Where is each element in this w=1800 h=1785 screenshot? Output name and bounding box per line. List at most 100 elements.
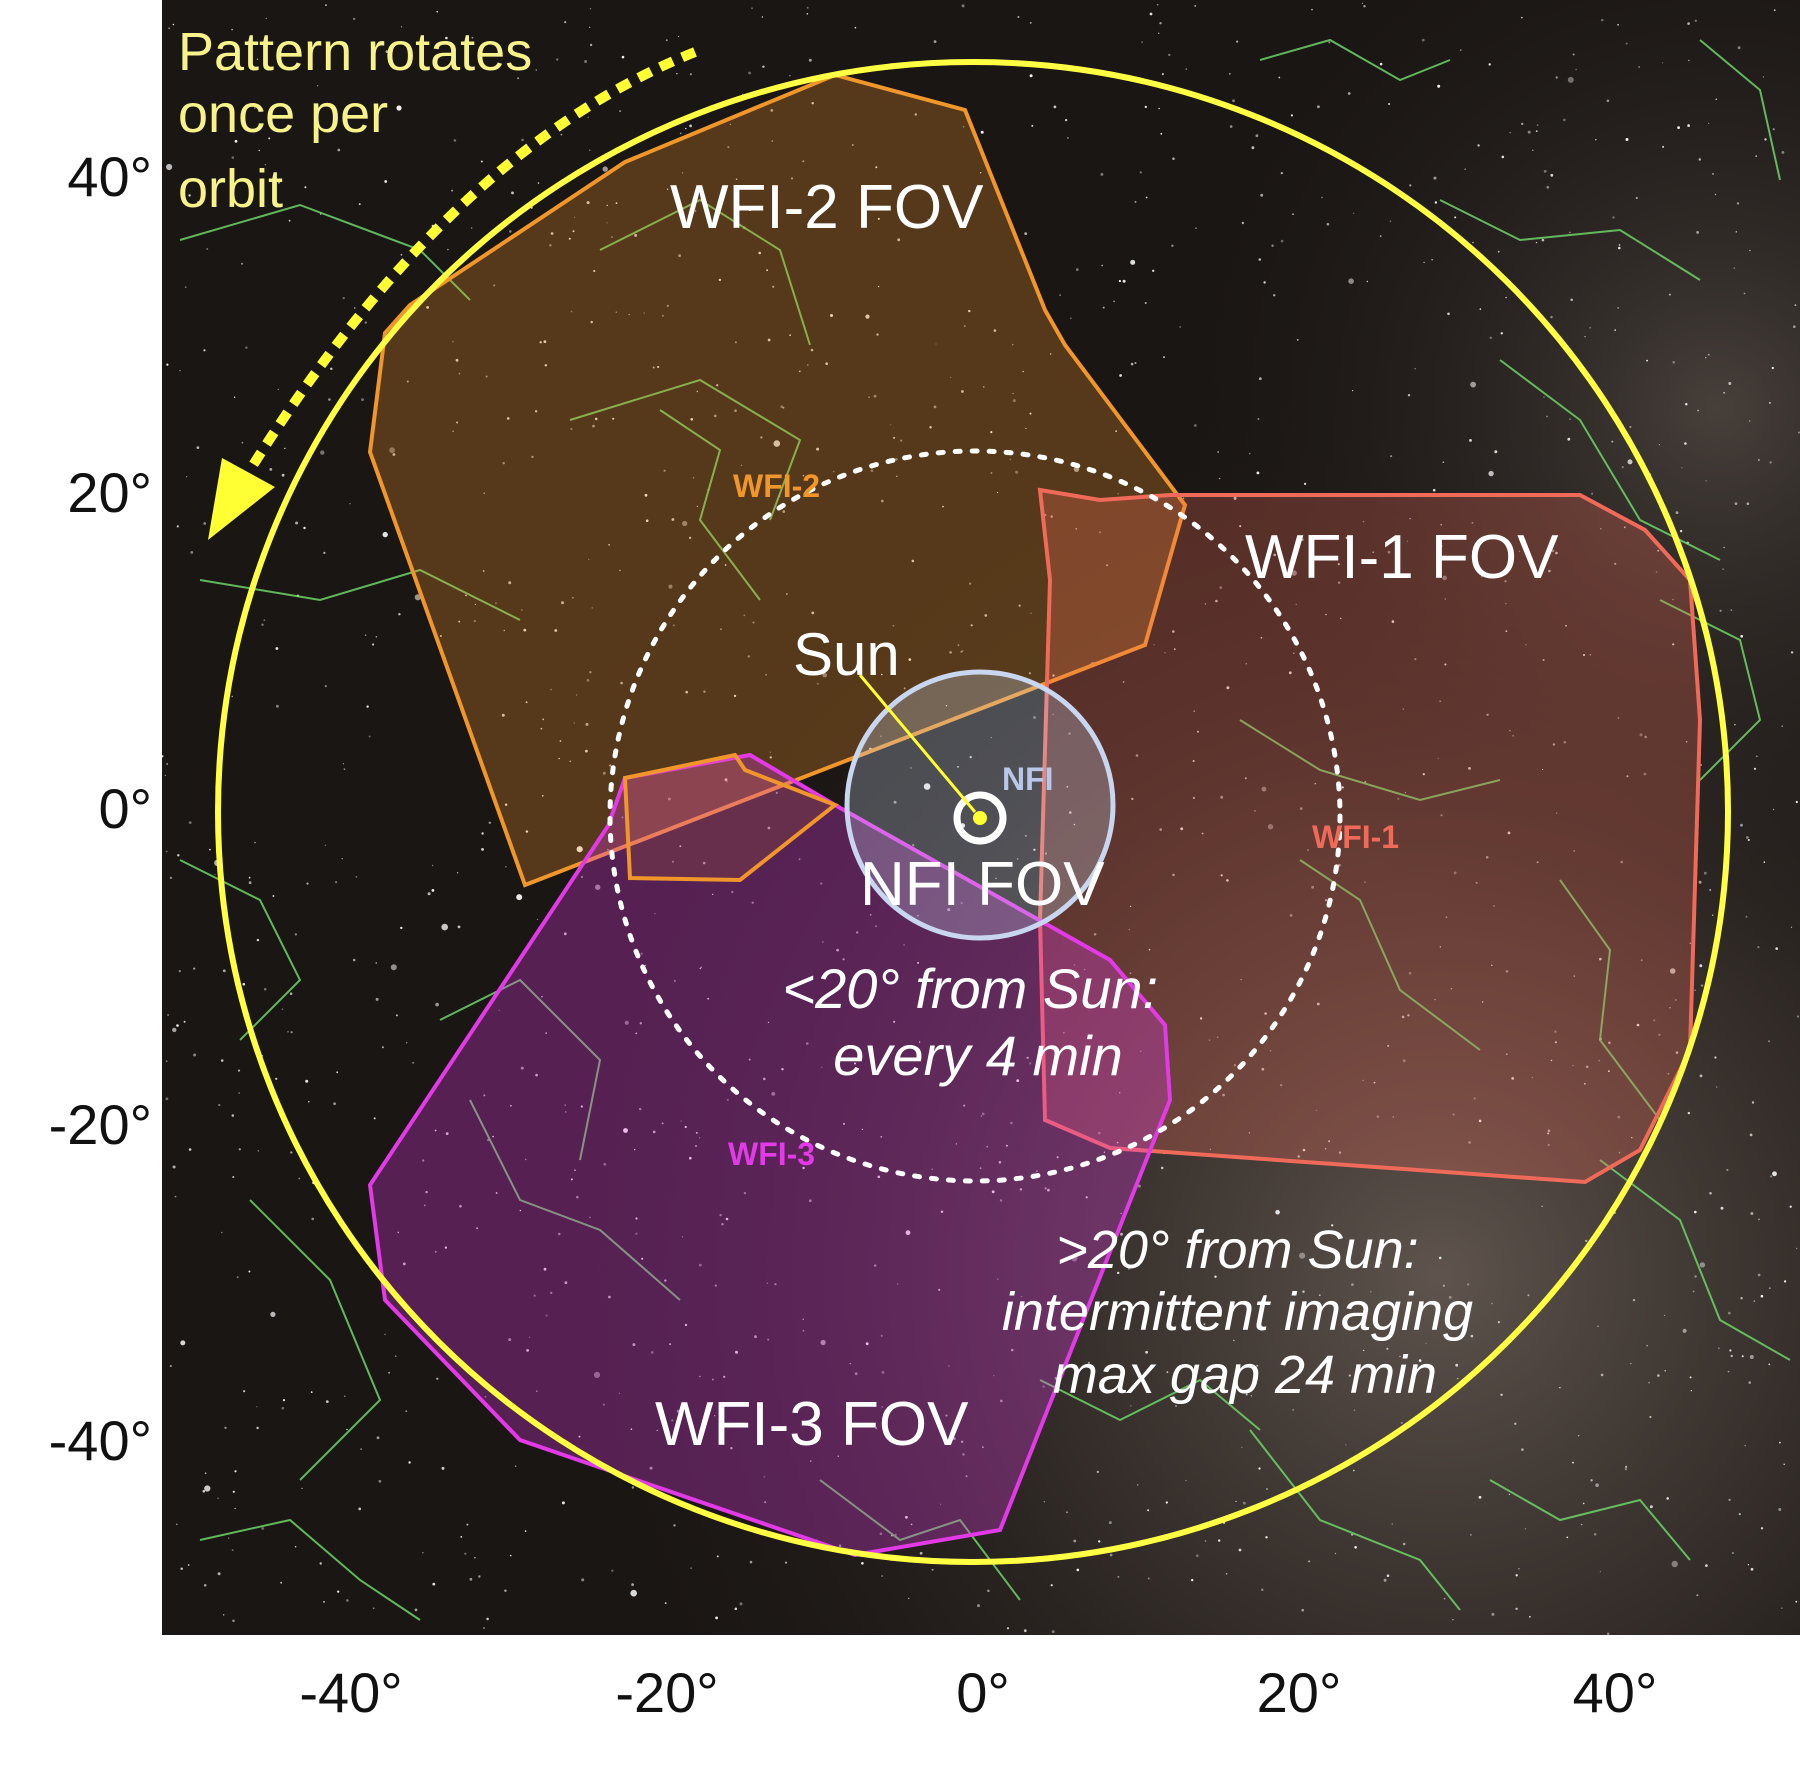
star	[550, 232, 554, 235]
star	[960, 650, 963, 653]
star	[1145, 1350, 1148, 1354]
star	[654, 913, 656, 915]
star	[166, 363, 169, 366]
star	[1443, 1597, 1446, 1600]
star	[1236, 40, 1239, 43]
star	[1197, 730, 1199, 733]
star	[1507, 831, 1511, 835]
star	[172, 23, 175, 26]
star	[871, 1055, 874, 1058]
star	[751, 7, 753, 10]
star	[1087, 1361, 1090, 1364]
star	[621, 816, 624, 819]
star	[1703, 871, 1707, 875]
star	[1101, 264, 1104, 267]
star	[358, 1507, 362, 1511]
star	[375, 997, 379, 1001]
star	[1758, 459, 1760, 461]
star	[1147, 1577, 1150, 1580]
star	[545, 1314, 548, 1317]
star	[1214, 1301, 1217, 1304]
star	[606, 204, 608, 207]
star	[699, 1375, 701, 1378]
star	[771, 1092, 776, 1096]
star	[1172, 157, 1175, 160]
star	[1630, 1362, 1632, 1365]
star	[204, 1485, 211, 1492]
star	[1301, 1608, 1304, 1612]
star	[1341, 786, 1344, 789]
star	[949, 651, 952, 654]
star	[1518, 1568, 1520, 1570]
star	[1547, 1129, 1551, 1132]
star	[234, 1507, 236, 1510]
star	[231, 28, 233, 31]
star	[422, 1552, 424, 1554]
star	[1572, 53, 1575, 56]
star	[1217, 451, 1219, 453]
star	[1591, 492, 1594, 495]
star	[1031, 124, 1034, 127]
star	[998, 1161, 1002, 1164]
star	[542, 718, 545, 721]
star	[1464, 168, 1466, 170]
star	[1050, 1584, 1053, 1587]
star	[298, 1177, 301, 1180]
star	[873, 394, 877, 398]
star	[1302, 1148, 1306, 1152]
star	[1050, 353, 1052, 355]
star	[270, 1311, 276, 1317]
star	[224, 1426, 227, 1429]
star	[1366, 280, 1369, 283]
star	[802, 1318, 804, 1321]
star	[184, 286, 187, 288]
star	[520, 1066, 524, 1070]
star	[1563, 741, 1567, 744]
star	[810, 1460, 812, 1462]
star	[877, 217, 880, 220]
star	[382, 531, 388, 538]
star	[730, 1447, 733, 1450]
star	[1664, 1314, 1666, 1317]
star	[1144, 302, 1147, 304]
star	[689, 1156, 692, 1160]
star	[1020, 1295, 1023, 1298]
star	[254, 841, 256, 844]
star	[763, 1077, 766, 1081]
star	[1136, 1484, 1139, 1486]
star	[1631, 1137, 1633, 1139]
star	[264, 163, 267, 166]
star	[1470, 1334, 1474, 1338]
star	[180, 1340, 186, 1346]
star	[1321, 196, 1323, 199]
star	[1239, 525, 1242, 528]
star	[1163, 356, 1165, 358]
star	[1304, 482, 1307, 485]
star	[1097, 1131, 1101, 1135]
star	[1569, 231, 1571, 234]
star	[328, 398, 331, 401]
star	[735, 1350, 738, 1354]
star	[881, 1575, 883, 1577]
star	[1589, 326, 1592, 329]
star	[640, 952, 643, 955]
star	[880, 673, 883, 676]
star	[231, 1549, 234, 1551]
outer-field-circle	[215, 59, 1731, 1565]
star	[615, 311, 617, 313]
star	[575, 694, 578, 696]
star	[1421, 38, 1425, 42]
star	[1042, 1385, 1045, 1388]
star	[923, 783, 931, 790]
star	[1414, 658, 1417, 661]
star	[772, 285, 775, 288]
star	[1256, 471, 1260, 475]
star	[621, 55, 625, 59]
star	[832, 470, 835, 473]
star	[1439, 946, 1442, 948]
star	[1195, 227, 1197, 229]
star	[441, 1466, 445, 1470]
star	[711, 893, 714, 896]
star	[308, 1100, 310, 1103]
star	[169, 1364, 172, 1368]
